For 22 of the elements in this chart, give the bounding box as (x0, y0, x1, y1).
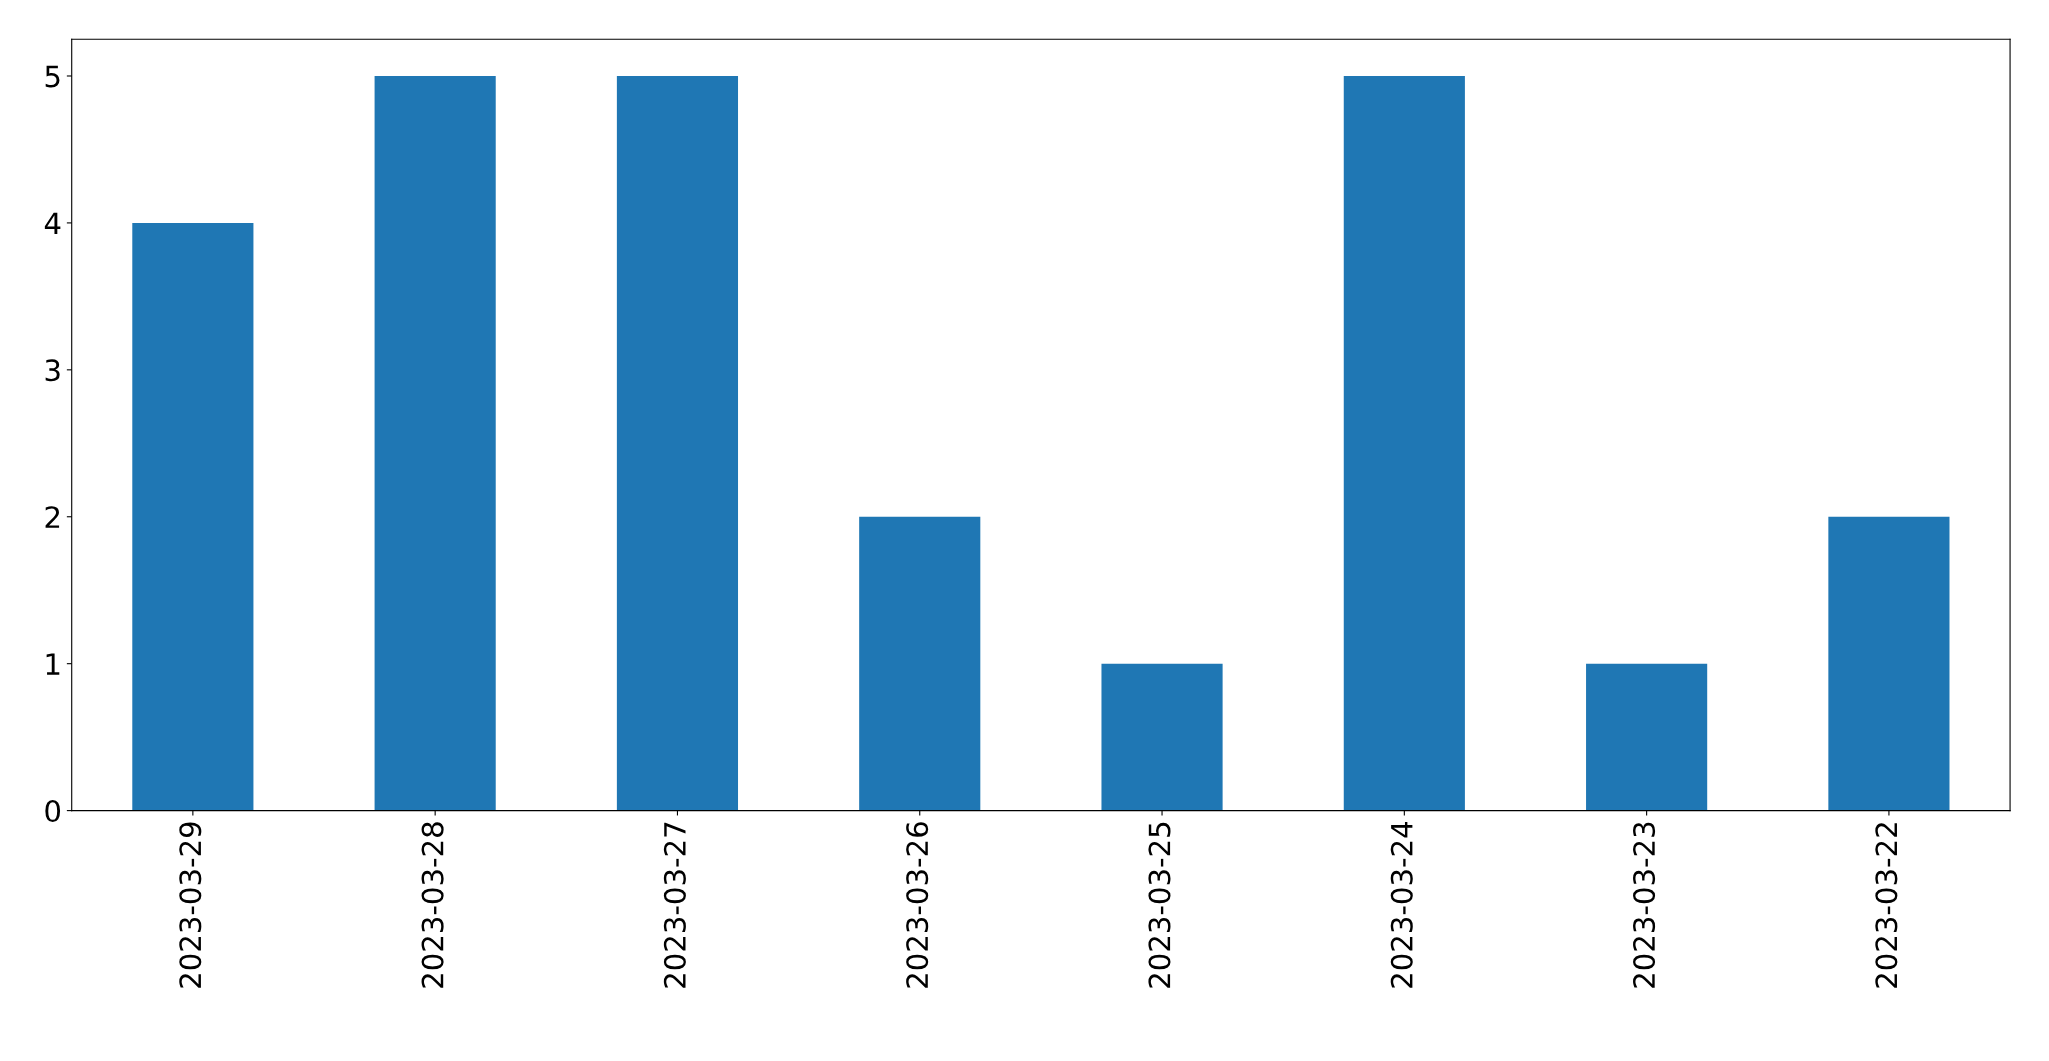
x-tick-label: 2023-03-28 (421, 822, 444, 988)
bar (859, 516, 981, 811)
y-tick-label: 4 (44, 212, 61, 234)
bar (616, 75, 739, 811)
bar (1101, 663, 1223, 811)
x-tick-label: 2023-03-27 (663, 822, 686, 988)
y-tick-label: 3 (45, 359, 60, 382)
x-tick-label: 2023-03-23 (1633, 822, 1656, 988)
x-tick-label: 2023-03-24 (1390, 821, 1413, 988)
bar (374, 75, 496, 811)
y-tick-label: 2 (45, 506, 60, 528)
bar (1586, 663, 1708, 811)
x-tick-label: 2023-03-22 (1875, 823, 1898, 988)
y-tick-label: 5 (45, 65, 60, 88)
y-tick-label: 0 (45, 800, 61, 823)
bar (1828, 516, 1950, 811)
bar (132, 222, 254, 811)
y-tick-label: 1 (46, 653, 60, 675)
x-tick-label: 2023-03-25 (1148, 822, 1171, 988)
x-tick-label: 2023-03-26 (906, 822, 929, 988)
x-tick-label: 2023-03-29 (179, 822, 202, 988)
bar (1343, 75, 1465, 811)
